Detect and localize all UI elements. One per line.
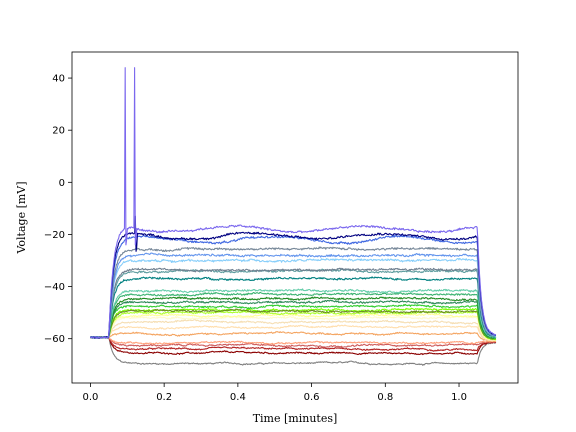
- voltage-trace: [90, 276, 497, 339]
- y-axis-title: Voltage [mV]: [15, 181, 28, 254]
- y-tick-label: 20: [52, 126, 65, 137]
- x-tick-label: 0.6: [304, 392, 320, 403]
- voltage-trace: [90, 267, 497, 339]
- y-tick-label: −40: [44, 282, 65, 293]
- voltage-trace: [90, 315, 497, 342]
- y-tick-label: −60: [44, 334, 65, 345]
- voltage-trace: [89, 312, 497, 341]
- voltage-trace: [90, 308, 496, 340]
- voltage-trace: [90, 336, 497, 366]
- voltage-trace: [89, 252, 497, 339]
- voltage-trace: [90, 296, 497, 339]
- voltage-trace: [90, 215, 497, 339]
- voltage-trace: [90, 303, 497, 340]
- voltage-trace: [90, 234, 497, 339]
- x-axis: 0.0 0.2 0.4 0.6 0.8 1.0: [82, 383, 467, 403]
- x-tick-label: 0.2: [156, 392, 172, 403]
- voltage-trace: [90, 336, 497, 346]
- x-tick-label: 0.8: [377, 392, 393, 403]
- x-axis-title: Time [minutes]: [253, 412, 338, 425]
- voltage-trace: [90, 291, 496, 339]
- voltage-trace: [89, 288, 497, 339]
- voltage-trace: [90, 336, 497, 356]
- voltage-trace: [90, 299, 497, 339]
- plot-frame: [71, 51, 519, 384]
- y-axis: −60 −40 −20 0 20 40: [44, 74, 72, 345]
- series-layer: [89, 67, 497, 366]
- voltage-trace: [90, 331, 496, 343]
- x-tick-label: 0.0: [82, 392, 98, 403]
- voltage-trace: [90, 324, 497, 342]
- x-tick-label: 0.4: [230, 392, 246, 403]
- voltage-trace: [90, 246, 497, 339]
- voltage-trace: [90, 336, 497, 352]
- y-tick-label: −20: [44, 230, 65, 241]
- voltage-trace: [90, 319, 497, 342]
- y-tick-label: 40: [52, 74, 65, 85]
- voltage-trace: [90, 67, 497, 339]
- voltage-trace: [89, 336, 497, 348]
- y-tick-label: 0: [59, 178, 65, 189]
- voltage-trace: [90, 257, 497, 339]
- x-tick-label: 1.0: [451, 392, 467, 403]
